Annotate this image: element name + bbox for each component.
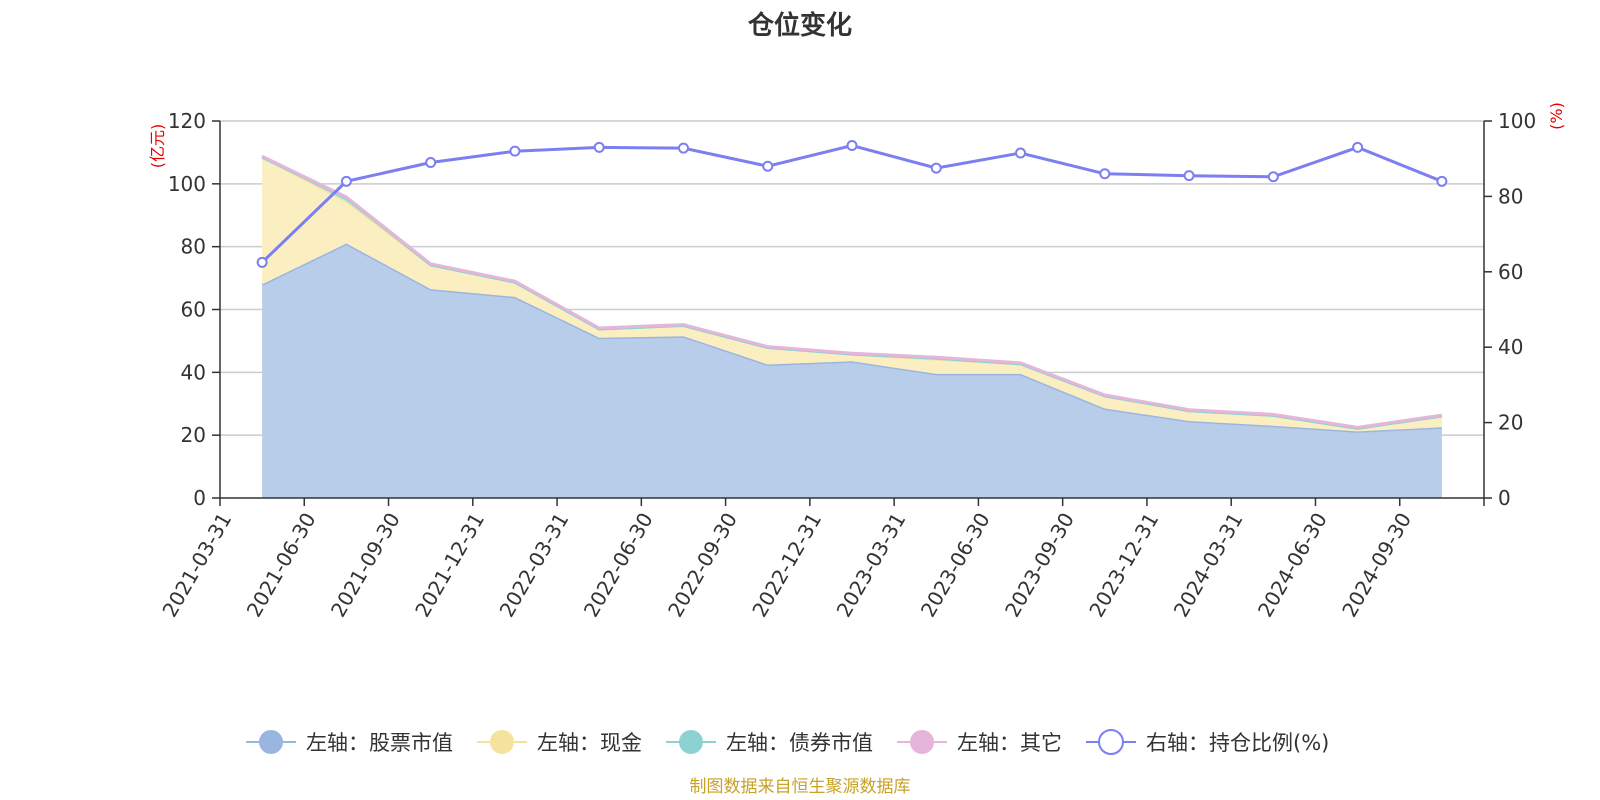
left-tick-label: 80 (181, 235, 206, 259)
x-tick-label: 2021-12-31 (410, 509, 489, 622)
x-tick-label: 2022-12-31 (747, 509, 826, 622)
area-line-左轴：其它 (261, 154, 1443, 429)
legend-label: 左轴：现金 (537, 731, 642, 755)
ratio-point (1183, 170, 1195, 182)
legend-swatch (259, 730, 283, 754)
x-tick-label: 2024-09-30 (1337, 509, 1416, 622)
ratio-point (1267, 171, 1279, 183)
ratio-point (340, 175, 352, 187)
ratio-point (1015, 147, 1027, 159)
x-tick-label: 2021-09-30 (326, 509, 405, 622)
area-左轴：股票市值 (262, 243, 1442, 498)
legend-label: 左轴：其它 (957, 731, 1062, 755)
x-tick-label: 2023-03-31 (832, 509, 911, 622)
chart-title: 仓位变化 (747, 10, 852, 41)
legend: 左轴：股票市值 左轴：现金 左轴：债券市值 左轴：其它 右轴：持仓比例(%) (246, 729, 1329, 755)
ratio-point (846, 140, 858, 152)
left-tick-label: 60 (181, 298, 206, 322)
x-tick-label: 2021-03-31 (157, 509, 236, 622)
ratio-line (261, 143, 1443, 264)
ratio-point (762, 160, 774, 172)
x-tick-label: 2022-09-30 (663, 509, 742, 622)
ratio-line-series (256, 140, 1448, 268)
ratio-point (930, 162, 942, 174)
legend-label: 左轴：债券市值 (726, 731, 873, 755)
left-tick-label: 40 (181, 360, 206, 384)
legend-item: 右轴：持仓比例(%) (1086, 729, 1329, 755)
left-tick-label: 100 (168, 172, 206, 196)
x-tick-label: 2023-09-30 (1000, 509, 1079, 622)
x-tick-label: 2021-06-30 (242, 509, 321, 622)
stacked-areas (261, 154, 1443, 498)
legend-item: 左轴：现金 (477, 730, 642, 755)
ratio-point (1352, 141, 1364, 153)
right-tick-label: 80 (1498, 184, 1523, 208)
ratio-point (677, 142, 689, 154)
x-tick-label: 2022-06-30 (579, 509, 658, 622)
x-tick-label: 2024-03-31 (1169, 509, 1248, 622)
x-tick-label: 2023-06-30 (916, 509, 995, 622)
x-tick-label: 2023-12-31 (1084, 509, 1163, 622)
right-tick-label: 100 (1498, 109, 1536, 133)
ratio-point (593, 141, 605, 153)
legend-item: 左轴：其它 (897, 730, 1062, 755)
data-source-note: 制图数据来自恒生聚源数据库 (690, 777, 911, 797)
legend-label: 左轴：股票市值 (306, 731, 453, 755)
x-tick-label: 2024-06-30 (1253, 509, 1332, 622)
ratio-point (1436, 175, 1448, 187)
x-tick-label: 2022-03-31 (494, 509, 573, 622)
legend-swatch (490, 730, 514, 754)
right-axis-unit: (%) (1547, 102, 1566, 130)
ratio-point (256, 256, 268, 268)
legend-swatch (910, 730, 934, 754)
left-tick-label: 20 (181, 423, 206, 447)
legend-item: 左轴：债券市值 (666, 730, 873, 755)
legend-swatch (1098, 729, 1124, 755)
right-tick-label: 0 (1498, 486, 1511, 510)
ratio-point (1099, 168, 1111, 180)
left-axis-unit: (亿元) (148, 124, 167, 169)
right-tick-label: 60 (1498, 260, 1523, 284)
legend-label: 右轴：持仓比例(%) (1146, 731, 1329, 755)
area-左轴：现金 (262, 157, 1442, 432)
right-tick-label: 20 (1498, 411, 1523, 435)
left-tick-label: 0 (193, 486, 206, 510)
legend-swatch (679, 730, 703, 754)
left-tick-label: 120 (168, 109, 206, 133)
ratio-point (425, 156, 437, 168)
legend-item: 左轴：股票市值 (246, 730, 453, 755)
right-tick-label: 40 (1498, 335, 1523, 359)
ratio-point (509, 145, 521, 157)
